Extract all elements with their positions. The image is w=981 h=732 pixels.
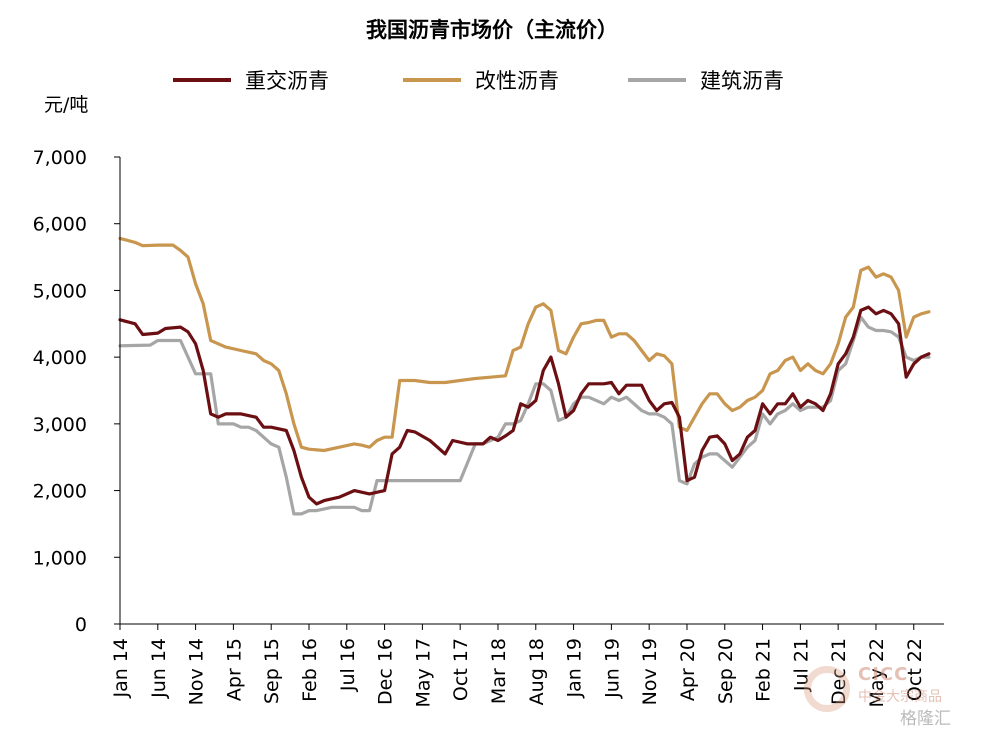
y-tick-label: 2,000 [33, 481, 87, 503]
x-tick-label: Dec 16 [375, 638, 397, 705]
x-tick-label: Apr 20 [677, 638, 699, 701]
x-tick-label: Feb 21 [753, 638, 775, 702]
legend-label-2: 建筑沥青 [700, 69, 784, 93]
watermark-line1: CICC [858, 664, 909, 685]
x-tick-label: Nov 14 [186, 638, 208, 705]
legend: 重交沥青 改性沥青 建筑沥青 [173, 69, 784, 93]
x-tick-label: Feb 16 [299, 638, 321, 702]
y-tick-label: 1,000 [33, 547, 87, 569]
x-tick-label: Aug 18 [526, 638, 548, 705]
watermark: CICC 中金大宗商品 格隆汇 [800, 660, 975, 730]
x-axis-ticks: Jan 14 Jun 14 Nov 14 Apr 15 Sep 15 Feb 16 Jul … [110, 624, 926, 708]
y-tick-label: 4,000 [33, 347, 87, 369]
y-tick-label: 6,000 [33, 214, 87, 236]
x-tick-label: Jun 19 [601, 638, 623, 699]
legend-label-1: 改性沥青 [475, 69, 559, 93]
series-lines [118, 236, 931, 516]
x-tick-label: Oct 17 [450, 638, 472, 701]
y-tick-label: 5,000 [33, 280, 87, 302]
x-tick-label: Oct 22 [904, 638, 926, 701]
y-tick-label: 7,000 [33, 147, 87, 169]
x-tick-label: Jun 14 [148, 638, 170, 699]
x-tick-label: Nov 19 [639, 638, 661, 705]
watermark-line2: 中金大宗商品 [858, 689, 942, 705]
legend-label-0: 重交沥青 [245, 69, 329, 93]
x-tick-label: Jul 16 [337, 638, 359, 692]
x-tick-label: Mar 18 [488, 638, 510, 704]
y-tick-label: 0 [75, 614, 87, 636]
y-axis-label: 元/吨 [44, 94, 88, 116]
series-line-0 [118, 305, 931, 506]
x-tick-label: Apr 15 [223, 638, 245, 701]
x-tick-label: May 22 [866, 638, 888, 708]
chart-title: 我国沥青市场价（主流价） [366, 18, 618, 42]
x-tick-label: Jan 19 [564, 638, 586, 699]
y-axis-ticks: 7,000 6,000 5,000 4,000 3,000 2,000 1,000 0 [33, 147, 120, 636]
watermark-line3: 格隆汇 [900, 709, 951, 729]
x-tick-label: Jan 14 [110, 638, 132, 699]
x-tick-label: May 17 [412, 638, 434, 708]
series-line-1 [118, 236, 931, 453]
cicc-logo-icon [804, 666, 850, 712]
y-tick-label: 3,000 [33, 414, 87, 436]
x-tick-label: Sep 15 [261, 638, 283, 704]
x-tick-label: Sep 20 [715, 638, 737, 704]
